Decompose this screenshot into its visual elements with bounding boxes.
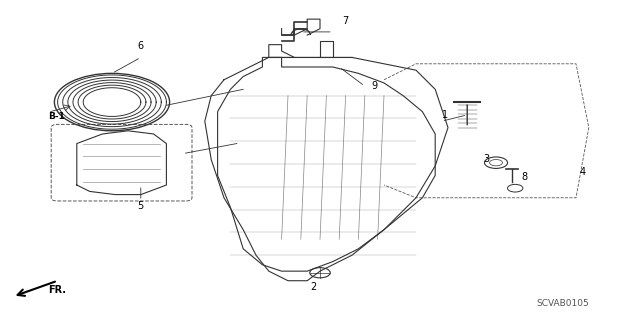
Text: 4: 4 — [579, 167, 586, 177]
Text: B-1: B-1 — [48, 112, 65, 121]
Text: 1: 1 — [442, 110, 448, 120]
Text: 9: 9 — [371, 81, 378, 91]
Text: 5: 5 — [138, 201, 144, 211]
Text: 2: 2 — [310, 282, 317, 292]
Text: FR.: FR. — [48, 285, 66, 295]
Text: SCVAB0105: SCVAB0105 — [537, 299, 589, 308]
Text: 3: 3 — [483, 154, 490, 165]
Text: 7: 7 — [342, 16, 349, 26]
Text: 6: 6 — [138, 41, 144, 51]
Text: 8: 8 — [522, 172, 528, 182]
